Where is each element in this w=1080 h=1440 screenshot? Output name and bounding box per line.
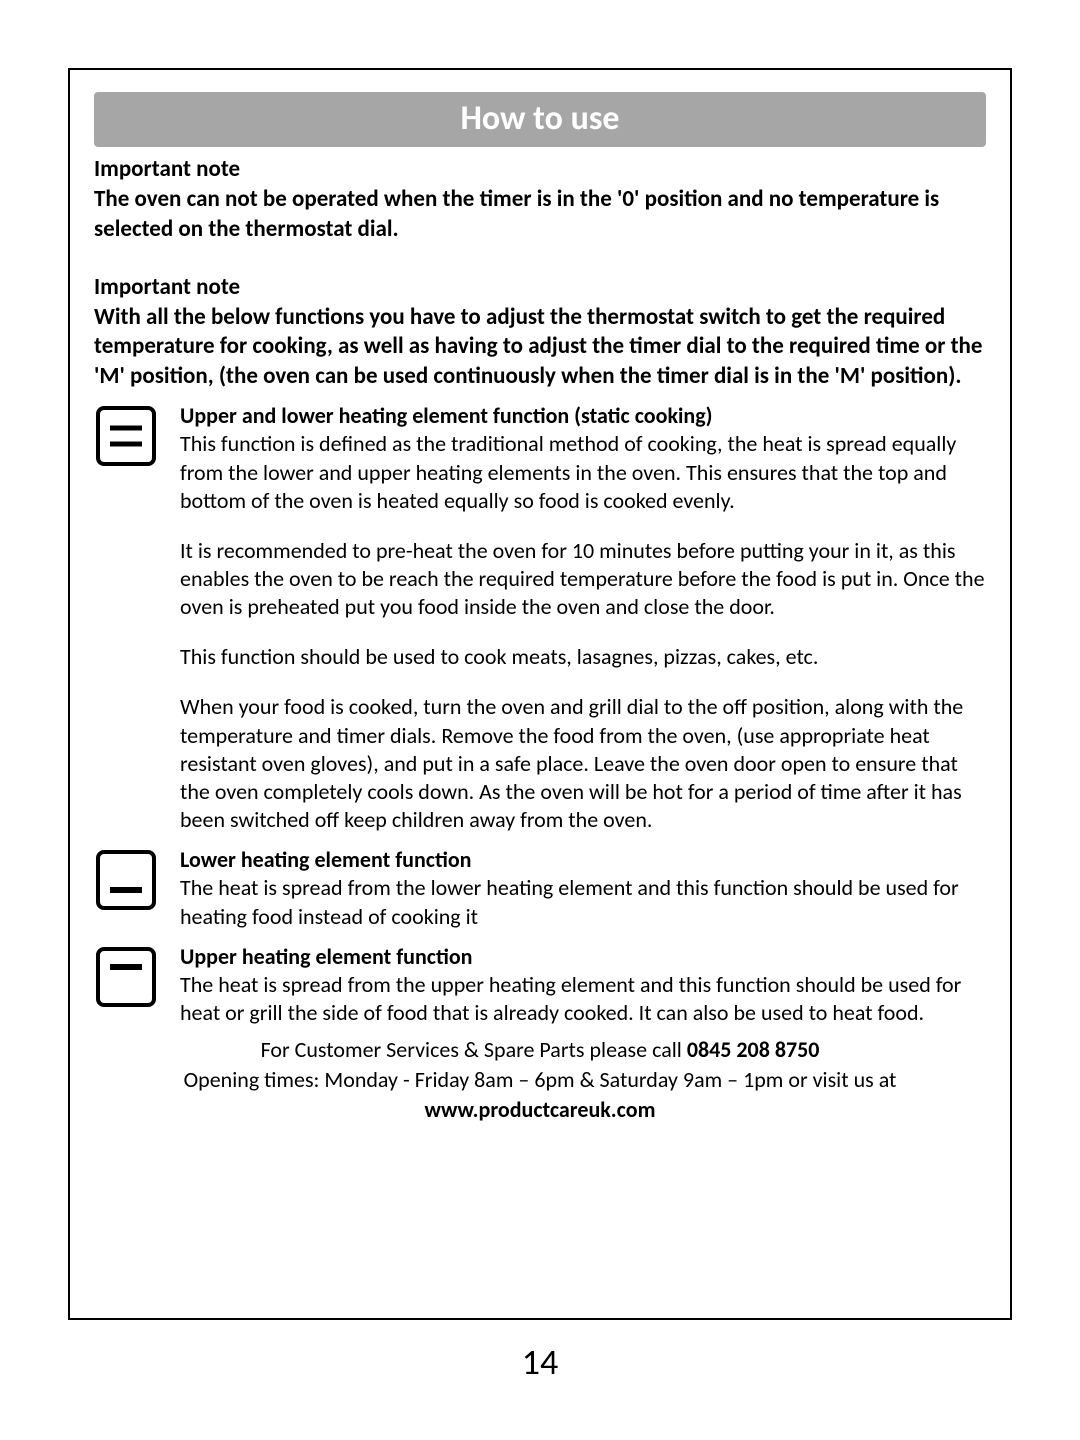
static-p2: It is recommended to pre-heat the oven f… xyxy=(180,537,986,621)
upper-text: Upper heating element function The heat … xyxy=(180,943,986,1027)
section-lower: Lower heating element function The heat … xyxy=(94,846,986,930)
note-block-1: Important note The oven can not be opera… xyxy=(94,155,986,245)
static-text: Upper and lower heating element function… xyxy=(180,402,986,834)
lower-icon-col xyxy=(94,846,164,930)
footer-line1a: For Customer Services & Spare Parts plea… xyxy=(261,1036,687,1063)
static-p4: When your food is cooked, turn the oven … xyxy=(180,693,986,834)
upper-heat-icon xyxy=(94,945,158,1009)
lower-p1: The heat is spread from the lower heatin… xyxy=(180,874,986,930)
section-static: Upper and lower heating element function… xyxy=(94,402,986,834)
page-border: How to use Important note The oven can n… xyxy=(68,68,1012,1320)
section-upper: Upper heating element function The heat … xyxy=(94,943,986,1027)
note2-body: With all the below functions you have to… xyxy=(94,303,986,393)
footer-url: www.productcareuk.com xyxy=(424,1096,655,1123)
upper-icon-col xyxy=(94,943,164,1027)
footer-line2: Opening times: Monday - Friday 8am – 6pm… xyxy=(94,1065,986,1095)
static-icon-col xyxy=(94,402,164,834)
footer-line1: For Customer Services & Spare Parts plea… xyxy=(94,1035,986,1065)
header-title: How to use xyxy=(460,98,619,139)
lower-heat-icon xyxy=(94,848,158,912)
page-number: 14 xyxy=(0,1340,1080,1384)
upper-lower-heat-icon xyxy=(94,404,158,468)
lower-text: Lower heating element function The heat … xyxy=(180,846,986,930)
note-block-2: Important note With all the below functi… xyxy=(94,273,986,393)
lower-title: Lower heating element function xyxy=(180,846,986,874)
note2-title: Important note xyxy=(94,273,986,303)
footer: For Customer Services & Spare Parts plea… xyxy=(94,1035,986,1124)
static-p3: This function should be used to cook mea… xyxy=(180,643,986,671)
note1-title: Important note xyxy=(94,155,986,185)
note1-body: The oven can not be operated when the ti… xyxy=(94,185,986,245)
upper-title: Upper heating element function xyxy=(180,943,986,971)
static-title: Upper and lower heating element function… xyxy=(180,402,986,430)
footer-phone: 0845 208 8750 xyxy=(687,1036,820,1063)
header-bar: How to use xyxy=(94,92,986,147)
static-p1: This function is defined as the traditio… xyxy=(180,430,986,514)
upper-p1: The heat is spread from the upper heatin… xyxy=(180,971,986,1027)
